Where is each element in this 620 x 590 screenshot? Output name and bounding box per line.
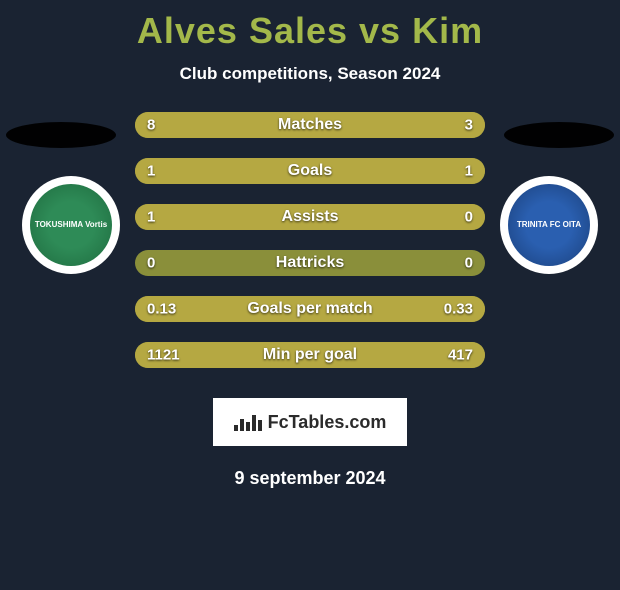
stat-label: Assists bbox=[282, 208, 339, 226]
stat-value-right: 0 bbox=[465, 255, 473, 272]
stat-value-right: 0.33 bbox=[444, 301, 473, 318]
team-logo-left: TOKUSHIMA Vortis bbox=[22, 176, 120, 274]
stat-bar-right bbox=[310, 158, 485, 184]
comparison-date: 9 september 2024 bbox=[0, 468, 620, 489]
team-logo-left-inner: TOKUSHIMA Vortis bbox=[30, 184, 112, 266]
shadow-right bbox=[504, 122, 614, 148]
stat-bar-left bbox=[135, 158, 310, 184]
stat-bar-left bbox=[135, 112, 389, 138]
stat-label: Goals bbox=[288, 162, 332, 180]
comparison-subtitle: Club competitions, Season 2024 bbox=[0, 64, 620, 84]
stat-label: Matches bbox=[278, 116, 342, 134]
shadow-left bbox=[6, 122, 116, 148]
stat-row-min-per-goal: 1121 417 Min per goal bbox=[135, 342, 485, 368]
comparison-content: TOKUSHIMA Vortis TRINITA FC OITA 8 3 Match… bbox=[0, 112, 620, 489]
branding-text: FcTables.com bbox=[268, 412, 387, 433]
stat-row-goals-per-match: 0.13 0.33 Goals per match bbox=[135, 296, 485, 322]
stat-label: Min per goal bbox=[263, 346, 357, 364]
stat-value-left: 8 bbox=[147, 117, 155, 134]
team-logo-right: TRINITA FC OITA bbox=[500, 176, 598, 274]
stat-label: Hattricks bbox=[276, 254, 344, 272]
stat-row-goals: 1 1 Goals bbox=[135, 158, 485, 184]
stat-value-left: 0 bbox=[147, 255, 155, 272]
stat-value-left: 0.13 bbox=[147, 301, 176, 318]
stat-value-right: 417 bbox=[448, 347, 473, 364]
stat-label: Goals per match bbox=[247, 300, 372, 318]
branding-badge: FcTables.com bbox=[213, 398, 407, 446]
stat-value-right: 1 bbox=[465, 163, 473, 180]
comparison-title: Alves Sales vs Kim bbox=[0, 10, 620, 52]
stat-bars-container: 8 3 Matches 1 1 Goals 1 0 Assists 0 0 Hattricks 0.13… bbox=[135, 112, 485, 368]
stat-value-left: 1 bbox=[147, 209, 155, 226]
stat-value-left: 1121 bbox=[147, 347, 180, 364]
stat-row-assists: 1 0 Assists bbox=[135, 204, 485, 230]
stat-value-right: 3 bbox=[465, 117, 473, 134]
stat-value-left: 1 bbox=[147, 163, 155, 180]
stat-row-hattricks: 0 0 Hattricks bbox=[135, 250, 485, 276]
stat-value-right: 0 bbox=[465, 209, 473, 226]
team-logo-right-inner: TRINITA FC OITA bbox=[508, 184, 590, 266]
chart-icon bbox=[234, 413, 262, 431]
stat-row-matches: 8 3 Matches bbox=[135, 112, 485, 138]
